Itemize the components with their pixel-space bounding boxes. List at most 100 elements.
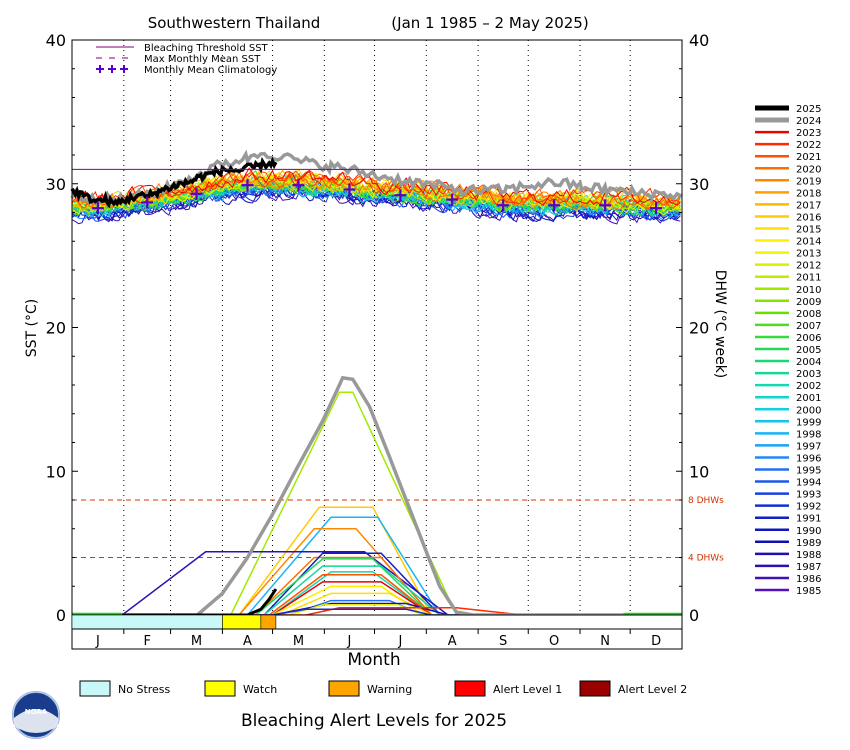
y-tick-label-left: 10 [46,462,66,481]
sst-line [71,171,681,209]
y-axis-label-left: SST (°C) [24,299,40,357]
month-label: N [600,634,610,649]
chart-date-range: (Jan 1 1985 – 2 May 2025) [391,14,588,32]
alert-legend-swatch [328,680,360,697]
y-tick-label-left: 30 [46,175,66,194]
year-legend-label: 2009 [796,297,821,308]
x-axis-label: Month [347,650,400,670]
alert-legend-label: Alert Level 2 [618,683,687,696]
y-axis-label-right: DHW (°C week) [712,270,728,379]
year-legend-label: 2013 [796,249,821,260]
year-legend-label: 2002 [796,381,821,392]
year-legend-label: 2021 [796,152,821,163]
legend-label: Monthly Mean Climatology [144,65,277,76]
month-label: J [347,634,352,649]
climatology-marker [497,199,510,212]
y-tick-label-right: 0 [689,606,699,625]
chart-title: Southwestern Thailand [148,14,321,32]
year-legend-label: 1991 [796,514,821,525]
year-legend-label: 1996 [796,453,821,464]
month-label: D [651,634,661,649]
dhw-line-2024 [72,375,682,617]
y-tick-label-right: 30 [689,175,709,194]
climatology-marker [190,187,203,200]
alert-legend-swatch [204,680,236,697]
sst-line [71,167,681,206]
year-legend-label: 2001 [796,393,821,404]
y-tick-label-right: 10 [689,462,709,481]
year-legend-label: 2018 [796,188,821,199]
y-tick-label-left: 40 [46,31,66,50]
plot-area: 8 DHWs 4 DHWs [70,40,724,617]
sst-line [71,169,681,206]
alert-bar-segment [222,614,262,630]
climatology-marker [292,179,305,192]
y-tick-label-right: 40 [689,31,709,50]
year-legend-label: 2003 [796,369,821,380]
month-label: O [549,634,559,649]
alert-legend-label: Warning [367,683,412,696]
month-label: A [243,634,252,649]
plot-background [72,40,682,615]
y-tick-label-right: 20 [689,319,709,338]
year-legend-label: 1989 [796,538,821,549]
climatology-marker [241,179,254,192]
year-legend-label: 2012 [796,261,821,272]
alert-bar-segment [260,614,277,630]
month-label: A [448,634,457,649]
alert-legend-label: Alert Level 1 [493,683,562,696]
climatology-marker [141,196,154,209]
month-label: F [143,634,150,649]
sst-line [71,182,681,224]
month-label: J [95,634,100,649]
year-legend-label: 1990 [796,526,821,537]
year-legend-label: 1993 [796,490,821,501]
year-legend-label: 1998 [796,429,821,440]
year-legend-label: 2023 [796,128,821,139]
month-label: J [397,634,402,649]
sst-line [71,168,681,211]
year-legend-label: 2025 [796,104,821,115]
year-legend-label: 2022 [796,140,821,151]
year-legend: 2025202420232022202120202019201820172016… [755,104,821,597]
alert-legend: No Stress Watch Warning Alert Level 1 Alert … [79,680,687,697]
year-legend-label: 1999 [796,417,821,428]
year-legend-label: 2011 [796,273,821,284]
sst-lines [70,149,683,225]
alert-legend-label: Watch [243,683,277,696]
year-legend-label: 1992 [796,502,821,513]
year-legend-label: 2005 [796,345,821,356]
year-legend-label: 1986 [796,574,821,585]
year-legend-label: 2024 [796,116,821,127]
legend-label: Bleaching Threshold SST [144,43,269,54]
year-legend-label: 2019 [796,176,821,187]
alert-legend-swatch [79,680,111,697]
year-legend-label: 2010 [796,285,821,296]
climatology-marker [548,199,561,212]
sst-line-2025 [70,156,278,209]
year-legend-label: 2015 [796,225,821,236]
year-legend-label: 1997 [796,441,821,452]
year-legend-label: 2020 [796,164,821,175]
month-label: S [499,634,507,649]
chart-title-group: Southwestern Thailand (Jan 1 1985 – 2 Ma… [148,14,589,32]
footer-title: Bleaching Alert Levels for 2025 [241,711,507,731]
dhw-reference-label: 8 DHWs [688,496,724,506]
year-legend-label: 2016 [796,212,821,223]
noaa-logo: NOAA [12,691,60,739]
year-legend-label: 2006 [796,333,821,344]
year-legend-label: 2007 [796,321,821,332]
year-legend-label: 2000 [796,405,821,416]
climatology-marker [343,183,356,196]
alert-legend-swatch [579,680,611,697]
year-legend-label: 1985 [796,586,821,597]
legend-label: Max Monthly Mean SST [144,54,261,65]
year-legend-label: 2014 [796,237,821,248]
year-legend-label: 1987 [796,562,821,573]
year-legend-label: 1995 [796,466,821,477]
alert-legend-label: No Stress [118,683,171,696]
y-tick-label-left: 0 [56,606,66,625]
